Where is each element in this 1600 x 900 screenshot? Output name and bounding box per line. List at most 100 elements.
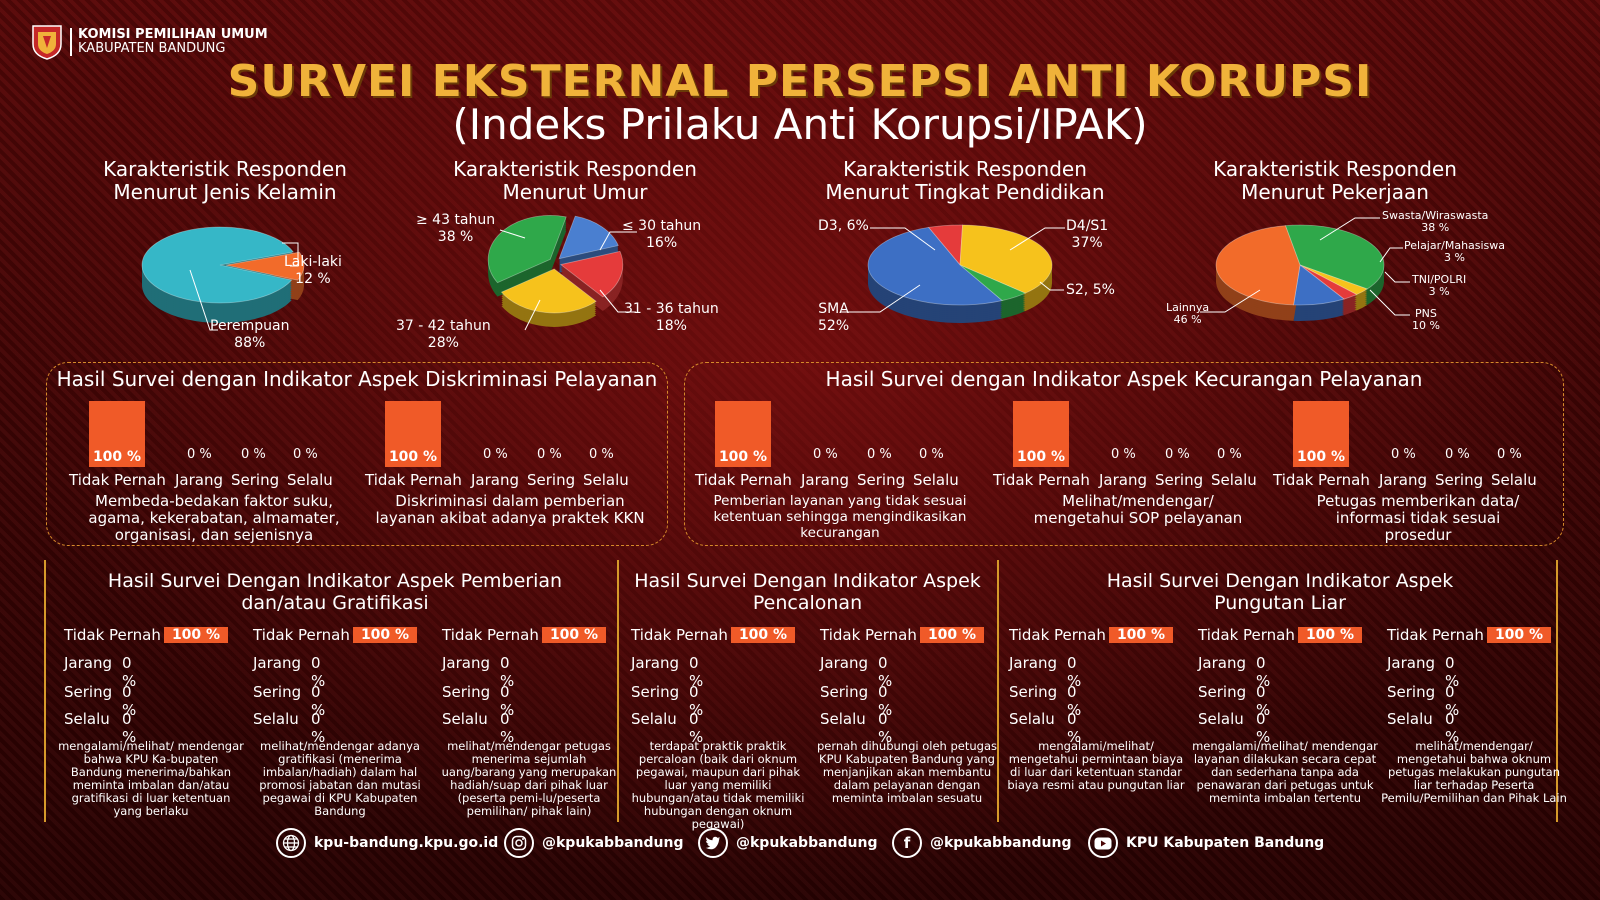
label-text: Lainnya <box>1166 301 1210 314</box>
org-line1: KOMISI PEMILIHAN UMUM <box>78 27 268 42</box>
value-jarang: 0 % <box>1256 654 1271 690</box>
pct-selalu: 0 % <box>293 447 318 462</box>
chart-title-line1: Karakteristik Responden <box>843 157 1087 181</box>
label-tidak-pernah: Tidak Pernah <box>1387 626 1484 644</box>
label-tidak-pernah: Tidak Pernah <box>1198 626 1295 644</box>
pct-jarang: 0 % <box>1111 447 1136 462</box>
item-note: pernah dihubungi oleh petugas KPU Kabupa… <box>816 739 998 805</box>
pie-slice-pns <box>1293 264 1345 306</box>
pie-label-d4s1: D4/S1 37% <box>1066 218 1108 252</box>
diskriminasi-item-2: 100 % 0 % 0 % 0 % Tidak Pernah Jarang Se… <box>365 401 655 561</box>
diskriminasi-title: Hasil Survei dengan Indikator Aspek Disk… <box>56 367 658 391</box>
pie-label-age-31: 31 - 36 tahun 18% <box>624 301 719 335</box>
diskriminasi-box: Hasil Survei dengan Indikator Aspek Disk… <box>46 362 668 546</box>
pie-label-age-43: ≥ 43 tahun 38 % <box>416 212 495 246</box>
value-sering: 0 % <box>122 683 137 719</box>
chart-title-line2: Menurut Umur <box>502 180 648 204</box>
pie-slice-laki-laki <box>225 251 305 281</box>
label-text: Pelajar/Mahasiswa <box>1404 239 1506 252</box>
website-text: kpu-bandung.kpu.go.id <box>314 835 499 851</box>
kecurangan-item-3: 100 % 0 % 0 % 0 % Tidak Pernah Jarang Se… <box>1273 401 1563 561</box>
label-text: ≤ 30 tahun <box>622 218 702 234</box>
label-jarang: Jarang <box>64 654 113 672</box>
pie-label-lainnya: Lainnya 46 % <box>1166 302 1209 326</box>
item-note: terdapat praktik praktik percaloan (baik… <box>631 739 805 831</box>
label-value: 37% <box>1071 235 1103 251</box>
pie-slice--30-tahun <box>558 215 619 260</box>
value-selalu: 0 % <box>500 710 515 746</box>
value-selalu: 0 % <box>689 710 704 746</box>
label-value: 46 % <box>1173 313 1202 326</box>
bar-value: 100 % <box>92 449 142 465</box>
pencaloan-item-1: Tidak Pernah 100 % Jarang 0 % Sering 0 % S… <box>631 626 806 846</box>
pct-sering: 0 % <box>867 447 892 462</box>
label-jarang: Jarang <box>631 654 680 672</box>
divider-line <box>44 560 46 822</box>
organization-name: KOMISI PEMILIHAN UMUM KABUPATEN BANDUNG <box>70 28 268 56</box>
bar-tidak-pernah: 100 % <box>715 401 771 467</box>
cat-sering: Sering <box>527 471 576 489</box>
label-value: 52% <box>818 318 850 334</box>
chart-title-line1: Karakteristik Responden <box>1213 157 1457 181</box>
label-jarang: Jarang <box>1009 654 1058 672</box>
value-tidak-pernah: 100 % <box>731 627 795 643</box>
label-value: 28% <box>427 335 459 351</box>
label-sering: Sering <box>442 683 491 701</box>
item-description: Pemberian layanan yang tidak sesuai kete… <box>713 493 967 541</box>
pct-jarang: 0 % <box>187 447 212 462</box>
cat-jarang: Jarang <box>801 471 850 489</box>
pie-label-swasta: Swasta/Wiraswasta 38 % <box>1382 210 1488 234</box>
pct-jarang: 0 % <box>1391 447 1416 462</box>
label-text: Perempuan <box>210 318 290 334</box>
label-text: Laki-laki <box>284 254 342 270</box>
value-sering: 0 % <box>1067 683 1082 719</box>
label-text: S2, 5% <box>1066 282 1115 298</box>
value-tidak-pernah: 100 % <box>353 627 417 643</box>
label-selalu: Selalu <box>253 710 299 728</box>
gratifikasi-title: Hasil Survei Dengan Indikator Aspek Pemb… <box>80 570 590 614</box>
cat-selalu: Selalu <box>1211 471 1257 489</box>
cat-selalu: Selalu <box>287 471 333 489</box>
label-tidak-pernah: Tidak Pernah <box>253 626 350 644</box>
diskriminasi-item-1: 100 % 0 % 0 % 0 % Tidak Pernah Jarang Se… <box>69 401 359 561</box>
website-link[interactable]: kpu-bandung.kpu.go.id <box>276 826 498 860</box>
pct-jarang: 0 % <box>483 447 508 462</box>
cat-tidak-pernah: Tidak Pernah <box>993 471 1090 489</box>
twitter-link[interactable]: @kpukabbandung <box>698 826 878 860</box>
chart-title-education: Karakteristik Responden Menurut Tingkat … <box>800 158 1130 204</box>
value-selalu: 0 % <box>1067 710 1082 746</box>
cat-selalu: Selalu <box>1491 471 1537 489</box>
title-line1: Hasil Survei Dengan Indikator Aspek Pemb… <box>107 570 563 592</box>
cat-jarang: Jarang <box>1379 471 1428 489</box>
instagram-icon <box>504 828 534 858</box>
chart-title-line2: Menurut Pekerjaan <box>1241 180 1429 204</box>
globe-icon <box>276 828 306 858</box>
divider-line <box>997 560 999 822</box>
instagram-link[interactable]: @kpukabbandung <box>504 826 684 860</box>
pie-label-male: Laki-laki 12 % <box>284 254 342 288</box>
value-tidak-pernah: 100 % <box>164 627 228 643</box>
value-jarang: 0 % <box>1445 654 1460 690</box>
cat-sering: Sering <box>1435 471 1484 489</box>
label-jarang: Jarang <box>442 654 491 672</box>
value-sering: 0 % <box>500 683 515 719</box>
label-jarang: Jarang <box>1198 654 1247 672</box>
twitter-icon <box>698 828 728 858</box>
facebook-link[interactable]: f @kpukabbandung <box>892 826 1072 860</box>
pencaloan-item-2: Tidak Pernah 100 % Jarang 0 % Sering 0 % S… <box>817 626 997 846</box>
pct-selalu: 0 % <box>1497 447 1522 462</box>
bar-tidak-pernah: 100 % <box>1013 401 1069 467</box>
label-sering: Sering <box>1198 683 1247 701</box>
cat-sering: Sering <box>231 471 280 489</box>
youtube-text: KPU Kabupaten Bandung <box>1126 835 1325 851</box>
pie-label-tni: TNI/POLRI 3 % <box>1412 274 1466 298</box>
value-selalu: 0 % <box>311 710 326 746</box>
label-value: 12 % <box>295 271 331 287</box>
label-text: D3, 6% <box>818 218 869 234</box>
youtube-link[interactable]: KPU Kabupaten Bandung <box>1088 826 1324 860</box>
value-jarang: 0 % <box>1067 654 1082 690</box>
item-note: mengalami/melihat/ mendengar layanan dil… <box>1192 739 1378 805</box>
label-jarang: Jarang <box>820 654 869 672</box>
pct-selalu: 0 % <box>919 447 944 462</box>
pie-slice-d4-s1 <box>959 224 1053 294</box>
